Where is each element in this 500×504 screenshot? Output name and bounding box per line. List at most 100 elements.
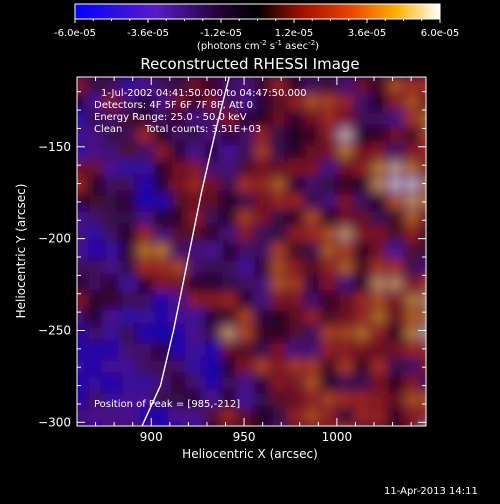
heatmap-cell (77, 244, 84, 257)
heatmap-cell (422, 162, 426, 175)
heatmap-cell (172, 427, 184, 439)
heatmap-cell (88, 261, 101, 274)
heatmap-cell (222, 178, 235, 191)
heatmap-cell (205, 393, 218, 406)
heatmap-cell (239, 393, 252, 406)
heatmap-cell (88, 360, 101, 373)
heatmap-cell (422, 79, 426, 92)
heatmap-cell (339, 195, 352, 208)
heatmap-cell (105, 244, 118, 257)
heatmap-cell (256, 427, 268, 439)
heatmap-cell (289, 228, 302, 241)
y-tick-label: −250 (38, 323, 71, 337)
heatmap-cell (373, 427, 385, 439)
heatmap-cell (356, 95, 369, 108)
colorbar-tick-labels: -6.0e-05 -3.6e-05 -1.2e-05 1.2e-05 3.6e-05 6.… (54, 28, 459, 39)
heatmap-cell (77, 409, 84, 422)
heatmap-cell (356, 195, 369, 208)
heatmap-cell (272, 261, 285, 274)
heatmap-cell (105, 128, 118, 141)
heatmap-cell (305, 409, 318, 422)
heatmap-cell (88, 145, 101, 158)
heatmap-cell (188, 95, 201, 108)
heatmap-cell (155, 327, 168, 340)
heatmap-cell (356, 277, 369, 290)
heatmap-cell (322, 211, 335, 224)
heatmap-cell (239, 162, 252, 175)
heatmap-cell (122, 128, 135, 141)
heatmap-cell (239, 310, 252, 323)
heatmap-cell (222, 360, 235, 373)
heatmap-cell (188, 294, 201, 307)
heatmap-cell (105, 376, 118, 389)
colorbar-units: (photons cm-2 s-1 asec-2) (197, 39, 319, 52)
heatmap-cell (289, 128, 302, 141)
heatmap-cell (322, 277, 335, 290)
heatmap-cell (372, 360, 385, 373)
heatmap-cell (289, 195, 302, 208)
heatmap-cell (222, 244, 235, 257)
heatmap-cell (155, 244, 168, 257)
heatmap-cell (239, 79, 252, 92)
heatmap-cell (272, 393, 285, 406)
heatmap-cell (172, 376, 185, 389)
heatmap-cell (138, 261, 151, 274)
heatmap-cell (289, 376, 302, 389)
heatmap-cell (305, 178, 318, 191)
heatmap-cell (239, 327, 252, 340)
heatmap-cell (272, 343, 285, 356)
heatmap-cell (138, 145, 151, 158)
heatmap-cell (122, 112, 135, 125)
heatmap-cell (205, 195, 218, 208)
heatmap-cell (305, 343, 318, 356)
heatmap-cell (205, 376, 218, 389)
heatmap-cell (272, 360, 285, 373)
colorbar-tick-label: -6.0e-05 (54, 28, 96, 39)
heatmap-cell (172, 162, 185, 175)
heatmap-cell (138, 112, 151, 125)
heatmap-cell (272, 79, 285, 92)
heatmap-cell (272, 244, 285, 257)
y-tick-label: −200 (38, 232, 71, 246)
heatmap-cell (77, 195, 84, 208)
heatmap-cell (105, 162, 118, 175)
heatmap-cell (356, 145, 369, 158)
heatmap-cell (305, 376, 318, 389)
heatmap-cell (305, 145, 318, 158)
heatmap-cell (122, 95, 135, 108)
heatmap-cell (272, 277, 285, 290)
heatmap-cell (77, 310, 84, 323)
heatmap-cell (339, 277, 352, 290)
heatmap-cell (155, 343, 168, 356)
heatmap-cell (339, 228, 352, 241)
heatmap-cell (222, 79, 235, 92)
heatmap-cell (305, 294, 318, 307)
heatmap-cell (322, 178, 335, 191)
heatmap-cell (389, 343, 402, 356)
heatmap-cell (155, 277, 168, 290)
heatmap-cell (155, 228, 168, 241)
heatmap-cell (239, 128, 252, 141)
heatmap-cell (155, 162, 168, 175)
heatmap-cell (255, 112, 268, 125)
heatmap-cell (272, 211, 285, 224)
heatmap-cell (305, 244, 318, 257)
heatmap-cell (138, 228, 151, 241)
heatmap-cell (289, 393, 302, 406)
heatmap-cell (289, 343, 302, 356)
heatmap-cell (372, 310, 385, 323)
heatmap-cell (122, 393, 135, 406)
heatmap-cell (356, 376, 369, 389)
heatmap-cell (389, 195, 402, 208)
heatmap-cell (305, 128, 318, 141)
heatmap-cell (105, 427, 117, 439)
heatmap-cell (205, 261, 218, 274)
heatmap-cell (322, 128, 335, 141)
heatmap-cell (389, 162, 402, 175)
heatmap-cell (356, 211, 369, 224)
heatmap-cell (188, 393, 201, 406)
heatmap-cell (306, 427, 318, 439)
heatmap-cell (289, 310, 302, 323)
heatmap-cell (255, 376, 268, 389)
heatmap-cell (389, 79, 402, 92)
